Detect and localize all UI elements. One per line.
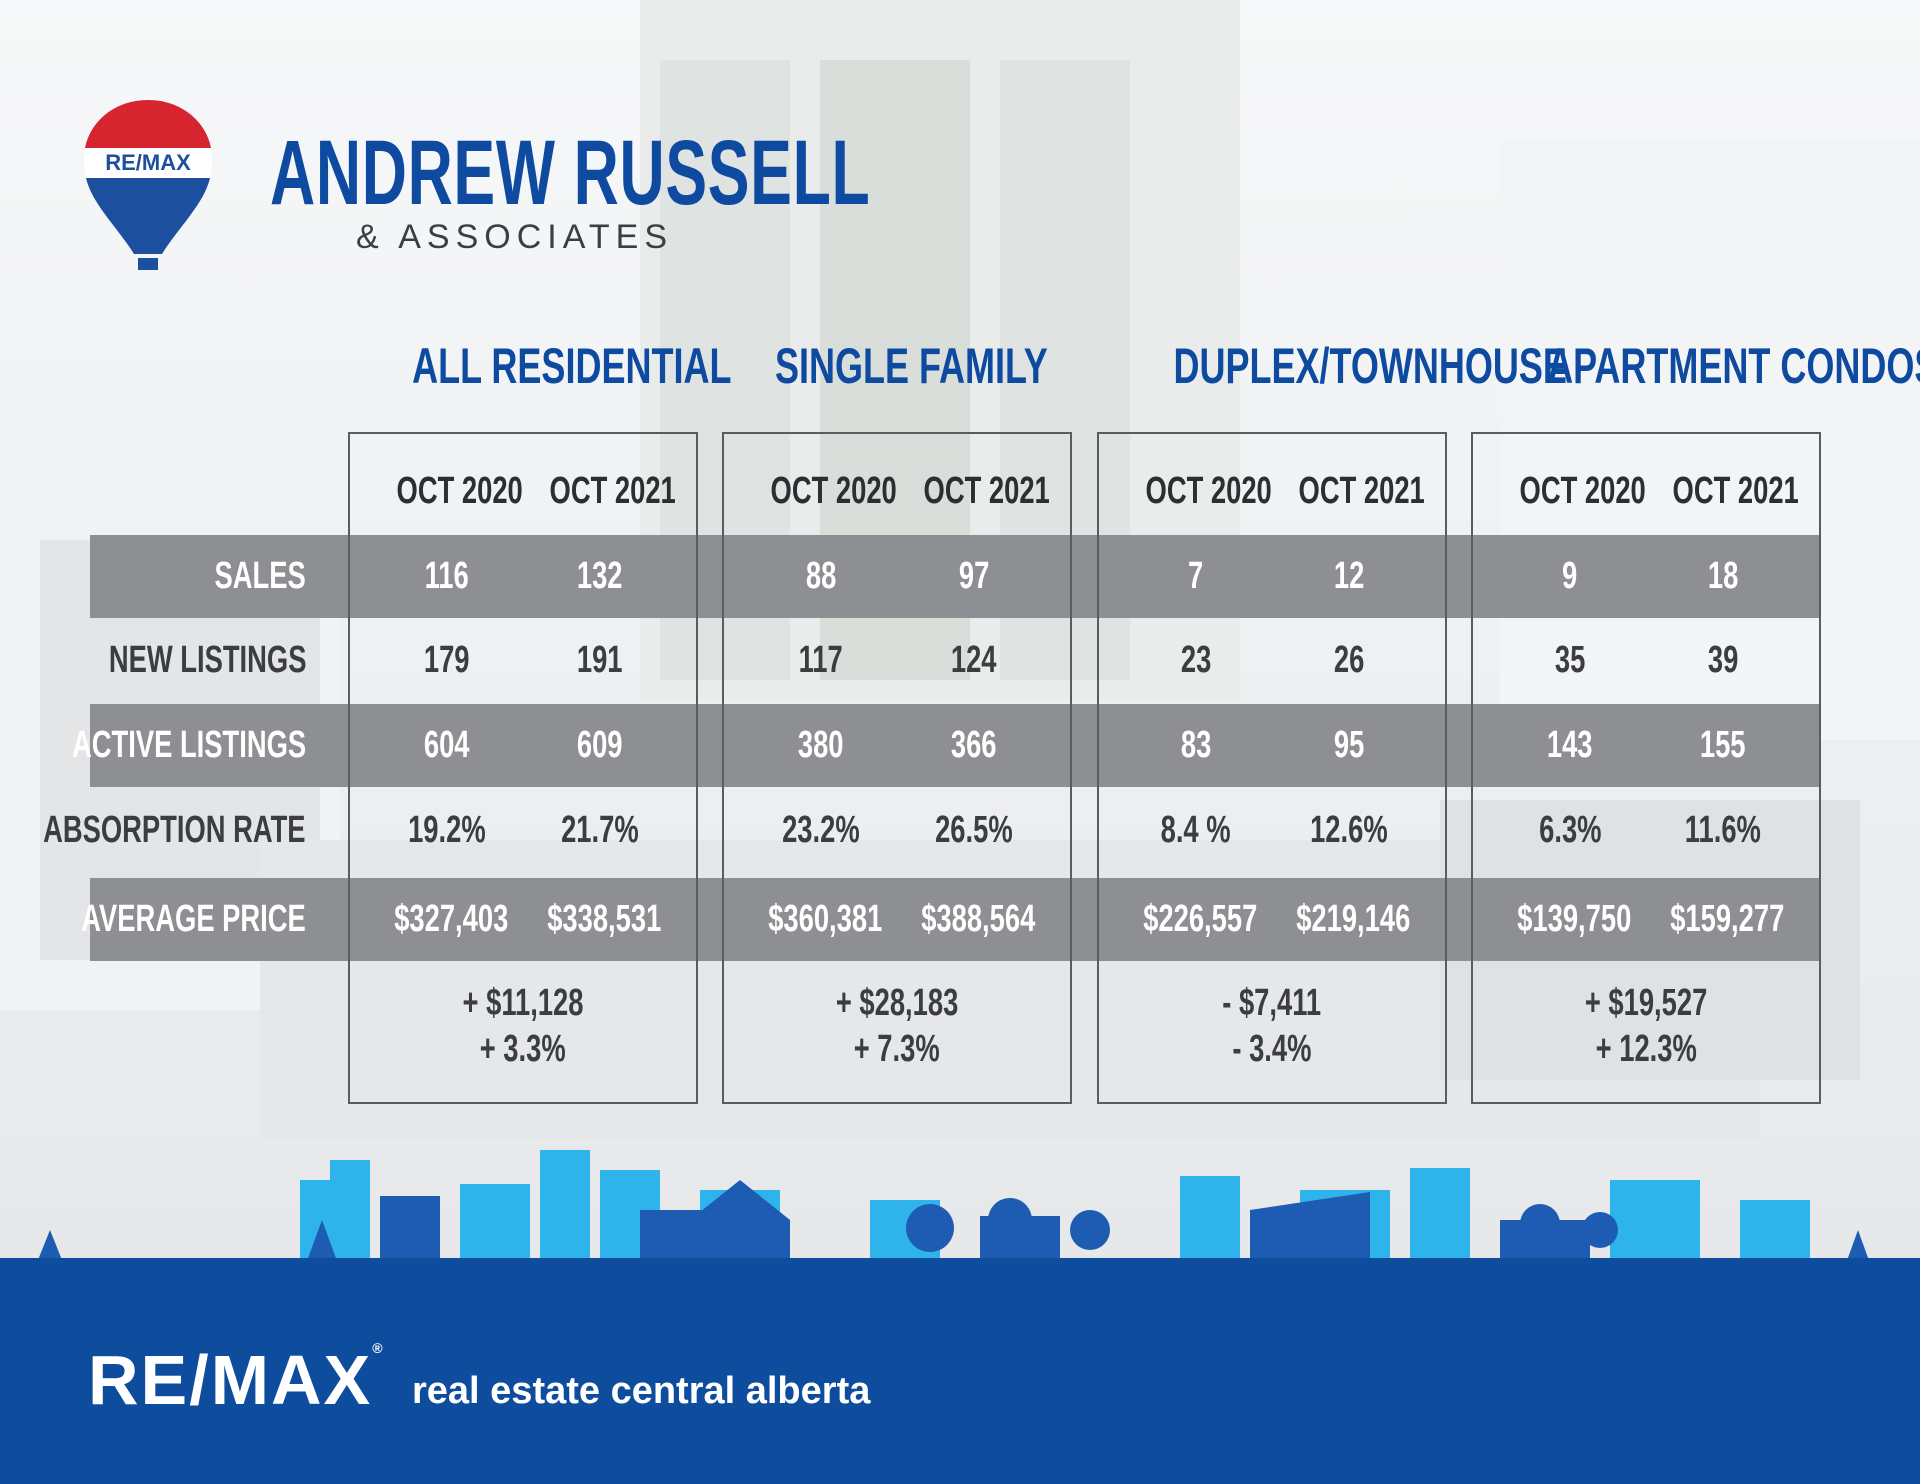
table-cell: 26: [1333, 639, 1365, 681]
table-cell: 21.7%: [561, 809, 639, 851]
category-box-single-family: [722, 432, 1072, 1104]
footer-bar: RE/MAX® real estate central alberta: [0, 1284, 1920, 1484]
brand-subtitle: & ASSOCIATES: [356, 218, 674, 256]
table-cell: 366: [951, 724, 997, 766]
row-label-active-listings: ACTIVE LISTINGS: [71, 724, 306, 766]
change-amount: - $7,411: [1222, 982, 1322, 1024]
row-label-new-listings: NEW LISTINGS: [108, 639, 306, 681]
column-header: OCT 2020: [1519, 470, 1646, 512]
category-title-apartment-condos: APARTMENT CONDOS: [1547, 338, 1920, 394]
brand-name: ANDREW RUSSELL: [270, 122, 871, 224]
change-percent: - 3.4%: [1232, 1028, 1312, 1070]
table-cell: 23.2%: [782, 809, 860, 851]
column-header: OCT 2021: [1672, 470, 1799, 512]
table-cell: 116: [424, 555, 470, 597]
table-cell: 9: [1562, 555, 1578, 597]
table-cell: 39: [1707, 639, 1739, 681]
remax-balloon-logo: RE/MAX: [84, 100, 212, 270]
column-header: OCT 2020: [396, 470, 523, 512]
table-cell: 604: [424, 724, 470, 766]
table-cell: 6.3%: [1538, 809, 1602, 851]
row-label-sales: SALES: [214, 555, 306, 597]
category-title-single-family: SINGLE FAMILY: [775, 338, 1048, 394]
change-percent: + 7.3%: [854, 1028, 940, 1070]
table-cell: $360,381: [768, 898, 883, 940]
svg-text:RE/MAX: RE/MAX: [105, 150, 191, 175]
table-cell: 8.4 %: [1161, 809, 1231, 851]
column-header: OCT 2021: [923, 470, 1050, 512]
table-cell: 18: [1707, 555, 1739, 597]
table-cell: 609: [577, 724, 623, 766]
column-header: OCT 2021: [1298, 470, 1425, 512]
table-cell: 88: [805, 555, 837, 597]
column-header: OCT 2020: [1145, 470, 1272, 512]
row-band-average-price: [90, 878, 1820, 961]
table-cell: 191: [577, 639, 623, 681]
table-cell: 155: [1700, 724, 1746, 766]
row-label-absorption-rate: ABSORPTION RATE: [43, 809, 306, 851]
change-percent: + 12.3%: [1595, 1028, 1697, 1070]
row-band-active-listings: [90, 704, 1820, 787]
change-amount: + $28,183: [835, 982, 959, 1024]
category-box-all-residential: [348, 432, 698, 1104]
category-title-duplex-townhouse: DUPLEX/TOWNHOUSE: [1173, 338, 1567, 394]
table-cell: 179: [424, 639, 470, 681]
price-change-all-residential: + $11,128 + 3.3%: [348, 980, 698, 1072]
table-cell: 35: [1554, 639, 1586, 681]
change-amount: + $11,128: [462, 982, 584, 1024]
price-change-apartment-condos: + $19,527 + 12.3%: [1471, 980, 1821, 1072]
table-cell: 12.6%: [1310, 809, 1388, 851]
table-cell: $159,277: [1670, 898, 1785, 940]
price-change-single-family: + $28,183 + 7.3%: [722, 980, 1072, 1072]
table-cell: 11.6%: [1684, 809, 1762, 851]
table-cell: 97: [958, 555, 990, 597]
table-cell: 143: [1547, 724, 1593, 766]
column-header: OCT 2020: [770, 470, 897, 512]
table-cell: $327,403: [394, 898, 509, 940]
change-percent: + 3.3%: [480, 1028, 566, 1070]
category-box-duplex-townhouse: [1097, 432, 1447, 1104]
row-band-sales: [90, 535, 1820, 618]
column-header: OCT 2021: [549, 470, 676, 512]
table-cell: 83: [1180, 724, 1212, 766]
price-change-duplex-townhouse: - $7,411 - 3.4%: [1097, 980, 1447, 1072]
table-cell: $388,564: [921, 898, 1036, 940]
footer-tagline: real estate central alberta: [412, 1370, 871, 1412]
table-cell: $219,146: [1296, 898, 1411, 940]
table-cell: 380: [798, 724, 844, 766]
row-label-average-price: AVERAGE PRICE: [81, 898, 306, 940]
footer-remax-logo: RE/MAX®: [88, 1340, 385, 1419]
table-cell: 95: [1333, 724, 1365, 766]
table-cell: 117: [798, 639, 844, 681]
category-box-apartment-condos: [1471, 432, 1821, 1104]
table-cell: 23: [1180, 639, 1212, 681]
table-cell: 7: [1188, 555, 1204, 597]
category-title-all-residential: ALL RESIDENTIAL: [412, 338, 732, 394]
table-cell: 12: [1333, 555, 1365, 597]
table-cell: $226,557: [1143, 898, 1258, 940]
table-cell: 26.5%: [935, 809, 1013, 851]
table-cell: 132: [577, 555, 623, 597]
table-cell: $139,750: [1517, 898, 1632, 940]
table-cell: $338,531: [547, 898, 662, 940]
table-cell: 19.2%: [408, 809, 486, 851]
city-skyline-illustration: [0, 1150, 1920, 1300]
table-cell: 124: [951, 639, 997, 681]
change-amount: + $19,527: [1584, 982, 1708, 1024]
